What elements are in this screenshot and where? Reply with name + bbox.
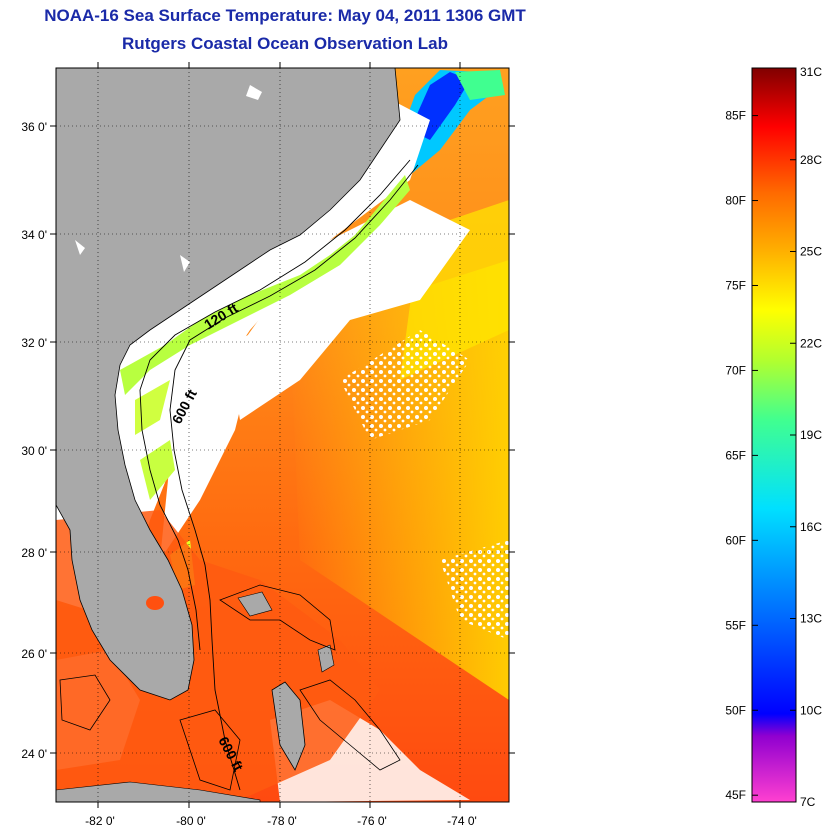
lon-label: -80 0'	[176, 814, 206, 828]
colorbar-label-fahrenheit: 75F	[725, 278, 746, 292]
lon-label: -82 0'	[85, 814, 115, 828]
lake-okeechobee	[146, 596, 164, 610]
colorbar-fahrenheit-labels: 85F 80F 75F 70F 65F 60F 55F 50F 45F	[725, 109, 746, 803]
map-title: NOAA-16 Sea Surface Temperature: May 04,…	[44, 6, 526, 25]
colorbar-label-celsius: 10C	[800, 703, 822, 717]
colorbar-label-celsius: 28C	[800, 153, 822, 167]
map-image	[56, 68, 509, 802]
colorbar-label-fahrenheit: 80F	[725, 194, 746, 208]
colorbar-label-celsius: 7C	[800, 795, 816, 809]
lat-label: 34 0'	[21, 228, 47, 242]
colorbar-label-fahrenheit: 65F	[725, 448, 746, 462]
colorbar-ticks	[752, 67, 796, 803]
colorbar-label-fahrenheit: 55F	[725, 618, 746, 632]
map-subtitle: Rutgers Coastal Ocean Observation Lab	[122, 34, 448, 53]
colorbar-label-celsius: 16C	[800, 520, 822, 534]
colorbar-label-fahrenheit: 60F	[725, 533, 746, 547]
colorbar-label-fahrenheit: 50F	[725, 703, 746, 717]
map-ticks	[50, 62, 515, 808]
colorbar-label-celsius: 31C	[800, 65, 822, 79]
colorbar-label-fahrenheit: 85F	[725, 109, 746, 123]
colorbar-label-celsius: 13C	[800, 612, 822, 626]
colorbar-celsius-labels: 31C 28C 25C 22C 19C 16C 13C 10C 7C	[800, 65, 822, 809]
lat-label: 24 0'	[21, 747, 47, 761]
colorbar	[751, 67, 797, 803]
lat-label: 26 0'	[21, 647, 47, 661]
contour-120ft	[139, 159, 411, 651]
colorbar-label-celsius: 19C	[800, 428, 822, 442]
lon-label: -78 0'	[267, 814, 297, 828]
colorbar-label-fahrenheit: 45F	[725, 788, 746, 802]
lon-label: -74 0'	[447, 814, 477, 828]
colorbar-label-celsius: 22C	[800, 336, 822, 350]
lat-label: 30 0'	[21, 444, 47, 458]
colorbar-label-fahrenheit: 70F	[725, 363, 746, 377]
nearshore-cool-band	[120, 175, 410, 395]
contour-600ft	[169, 164, 419, 791]
map-frame	[55, 67, 510, 803]
lat-label: 28 0'	[21, 546, 47, 560]
lon-label: -76 0'	[357, 814, 387, 828]
cuba-land	[56, 781, 261, 802]
lat-label: 32 0'	[21, 336, 47, 350]
colorbar-label-celsius: 25C	[800, 245, 822, 259]
lat-label: 36 0'	[21, 120, 47, 134]
